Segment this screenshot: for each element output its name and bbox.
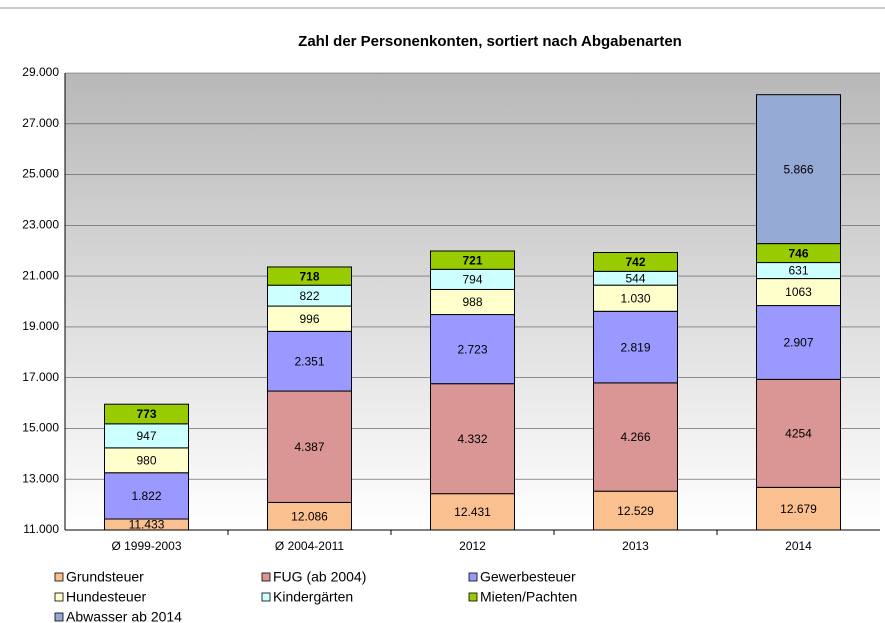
y-tick-label: 17.000	[22, 370, 59, 384]
data-label: 947	[136, 429, 156, 443]
legend-label: FUG (ab 2004)	[273, 569, 366, 585]
data-label: 2.351	[294, 354, 324, 368]
data-label: 718	[299, 269, 319, 283]
data-label: 12.431	[454, 505, 491, 519]
data-label: 773	[136, 407, 156, 421]
legend-label: Hundesteuer	[66, 589, 147, 605]
bar-segment	[430, 314, 515, 385]
bar-segment	[756, 378, 841, 488]
data-label: 988	[462, 295, 482, 309]
bar-segment	[756, 486, 841, 531]
data-label: 2.819	[620, 340, 650, 354]
data-label: 742	[625, 255, 645, 269]
data-label: 12.529	[617, 504, 654, 518]
legend-swatch	[54, 572, 64, 582]
legend-swatch	[468, 592, 478, 602]
data-label: 4254	[785, 427, 812, 441]
x-tick-label: Ø 1999-2003	[111, 539, 181, 553]
x-tick-label: 2014	[785, 539, 812, 553]
legend-label: Abwasser ab 2014	[66, 609, 182, 623]
legend-label: Kindergärten	[273, 589, 353, 605]
data-label: 822	[299, 289, 319, 303]
legend-swatch	[261, 572, 271, 582]
y-tick-label: 11.000	[23, 522, 59, 536]
bar-segment	[593, 284, 678, 312]
bar-segment	[267, 501, 352, 531]
bar-segment	[593, 310, 678, 384]
data-label: 4.387	[294, 440, 324, 454]
bar-segment	[267, 330, 352, 392]
data-label: 794	[462, 273, 482, 287]
data-label: 4.332	[457, 432, 487, 446]
y-tick-label: 13.000	[22, 471, 59, 485]
y-tick-label: 21.000	[22, 268, 59, 282]
y-tick-label: 29.000	[22, 65, 59, 79]
data-label: 746	[788, 246, 808, 260]
y-tick-label: 19.000	[22, 319, 59, 333]
bar-segment	[756, 305, 841, 380]
bar-segment	[267, 305, 352, 332]
y-tick-label: 15.000	[22, 421, 59, 435]
bar-segment	[430, 250, 515, 270]
bar-segment	[593, 251, 678, 272]
legend-label: Gewerbesteuer	[480, 569, 576, 585]
data-label: 2.723	[457, 342, 487, 356]
bar-segment	[104, 403, 189, 425]
x-tick-label: 2012	[459, 539, 486, 553]
bar-segment	[430, 493, 515, 531]
data-label: 12.679	[780, 502, 817, 516]
data-label: 721	[462, 253, 482, 267]
data-label: 544	[625, 271, 645, 285]
x-tick-label: Ø 2004-2011	[275, 539, 344, 553]
bar-segment	[593, 490, 678, 531]
bar-segment	[430, 288, 515, 316]
chart-title: Zahl der Personenkonten, sortiert nach A…	[298, 33, 682, 50]
data-label: 1.030	[620, 291, 650, 305]
y-tick-label: 25.000	[22, 167, 59, 181]
legend-label: Mieten/Pachten	[480, 589, 577, 605]
legend-swatch	[54, 612, 64, 622]
data-label: 980	[136, 453, 156, 467]
y-tick-label: 23.000	[22, 218, 59, 232]
data-label: 4.266	[620, 430, 650, 444]
data-label: 5.866	[783, 162, 813, 176]
legend-label: Grundsteuer	[66, 569, 144, 585]
legend-swatch	[54, 592, 64, 602]
data-label: 2.907	[783, 336, 813, 350]
bar-segment	[104, 447, 189, 474]
bar-segment	[267, 390, 352, 503]
bar-segment	[267, 266, 352, 286]
bar-segment	[593, 382, 678, 492]
bar-segment	[430, 383, 515, 495]
data-label: 11.433	[129, 518, 165, 532]
data-label: 12.086	[291, 509, 328, 523]
y-tick-label: 27.000	[22, 116, 59, 130]
bar-segment	[756, 278, 841, 307]
data-label: 631	[788, 264, 808, 278]
data-label: 1063	[785, 285, 812, 299]
bar-segment	[756, 94, 841, 245]
data-label: 1.822	[131, 489, 161, 503]
legend-swatch	[468, 572, 478, 582]
data-label: 996	[299, 312, 319, 326]
legend-swatch	[261, 592, 271, 602]
x-tick-label: 2013	[622, 539, 649, 553]
